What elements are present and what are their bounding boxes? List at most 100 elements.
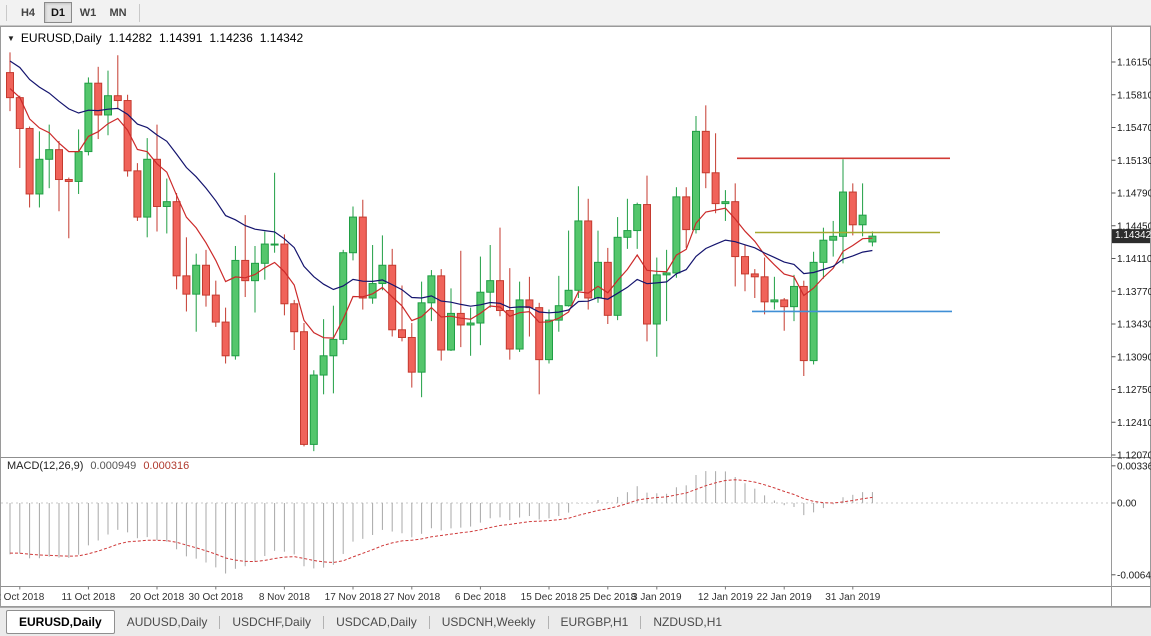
- chart-canvas[interactable]: 1.16150 1.15810 1.15470 1.15130 1.14790 1.144…: [0, 26, 1151, 607]
- candle-body: [35, 158, 44, 195]
- price-axis-label: 1.13430: [1117, 320, 1151, 331]
- candle-body: [398, 329, 406, 338]
- candle-body: [466, 322, 475, 326]
- candle-body: [6, 72, 14, 99]
- chart-tab-usdcad[interactable]: USDCAD,Daily: [336, 614, 417, 629]
- candle-body: [427, 275, 436, 304]
- chart-tab-usdcnh[interactable]: USDCNH,Weekly: [441, 614, 536, 629]
- toolbar-separator: [139, 3, 140, 22]
- candle-body: [505, 310, 514, 350]
- candle-body: [858, 214, 867, 226]
- macd-axis-label: 0.00: [1117, 499, 1137, 510]
- candle-body: [143, 158, 152, 218]
- date-axis-label: 25 Dec 2018: [579, 592, 636, 603]
- chart-tab-eurusd[interactable]: EURUSD,Daily: [6, 610, 115, 634]
- chart-menu-triangle-icon[interactable]: ▼: [7, 33, 15, 43]
- price-axis-label: 1.15470: [1117, 123, 1151, 134]
- ma-slow-line: [9, 60, 873, 314]
- candle-body: [770, 299, 779, 303]
- candle-body: [682, 196, 691, 231]
- timeframe-button-h4[interactable]: H4: [20, 6, 36, 19]
- candle-body: [584, 220, 593, 299]
- candle-body: [633, 204, 642, 232]
- chart-tab-usdchf[interactable]: USDCHF,Daily: [232, 614, 312, 629]
- candle-body: [613, 236, 622, 316]
- candle-body: [280, 243, 289, 305]
- candle-body: [211, 294, 220, 323]
- candle-body: [662, 272, 671, 276]
- candle-body: [652, 274, 661, 325]
- candle-body: [231, 259, 240, 357]
- candle-body: [692, 130, 700, 231]
- candle-body: [456, 312, 465, 326]
- candle-body: [182, 275, 191, 295]
- candle-body: [594, 261, 602, 299]
- candle-body: [760, 276, 769, 303]
- candle-body: [25, 127, 34, 195]
- chart-tab-audusd[interactable]: AUDUSD,Daily: [126, 614, 208, 629]
- candle-body: [407, 336, 416, 373]
- chart-high-value: 1.14391: [159, 31, 203, 45]
- candle-body: [868, 235, 877, 243]
- timeframe-button-w1[interactable]: W1: [79, 6, 97, 19]
- candle-body: [290, 303, 299, 333]
- candle-body: [202, 264, 210, 296]
- time-axis[interactable]: 2 Oct 2018 11 Oct 2018 20 Oct 2018 30 Oct 2…: [0, 586, 881, 604]
- macd-signal-value: 0.000316: [143, 460, 190, 472]
- candle-body: [848, 191, 857, 226]
- candle-body: [172, 201, 181, 277]
- candle-body: [711, 172, 720, 205]
- timeframe-button-mn[interactable]: MN: [109, 6, 127, 19]
- candle-body: [260, 243, 269, 264]
- date-axis-label: 30 Oct 2018: [189, 592, 244, 603]
- date-axis-label: 20 Oct 2018: [130, 592, 185, 603]
- candle-body: [574, 220, 583, 291]
- macd-axis[interactable]: 0.00336 0.00 -0.00649: [1111, 461, 1151, 581]
- candle-body: [329, 338, 338, 357]
- current-price-badge-bg: [1112, 229, 1150, 244]
- tab-separator: [640, 615, 642, 629]
- candle-body: [84, 82, 93, 153]
- candle-body: [623, 230, 632, 238]
- price-axis-label: 1.12070: [1117, 451, 1151, 462]
- price-axis-label: 1.13770: [1117, 287, 1151, 298]
- timeframe-button-d1[interactable]: D1: [44, 2, 72, 23]
- candle-body: [251, 262, 259, 282]
- candle-body: [349, 216, 357, 254]
- candle-body: [839, 191, 847, 237]
- candle-body: [731, 201, 740, 258]
- candle-body: [309, 374, 318, 445]
- candle-body: [64, 179, 73, 182]
- tab-separator: [547, 615, 549, 629]
- candle-body: [741, 256, 749, 275]
- macd-main-value: 0.000949: [90, 460, 137, 472]
- chart-tab-eurgbp[interactable]: EURGBP,H1: [560, 614, 629, 629]
- price-pane[interactable]: [6, 52, 953, 452]
- candle-body: [417, 302, 426, 373]
- tab-separator: [323, 615, 325, 629]
- chart-symbol-label: EURUSD,Daily: [20, 31, 102, 45]
- price-axis-label: 1.16150: [1117, 58, 1151, 69]
- candle-body: [133, 170, 142, 218]
- chart-close-value: 1.14342: [259, 31, 304, 45]
- tab-separator: [428, 615, 430, 629]
- price-axis[interactable]: 1.16150 1.15810 1.15470 1.15130 1.14790 1.144…: [1111, 58, 1151, 462]
- candle-body: [378, 264, 387, 285]
- chart-tab-nzdusd[interactable]: NZDUSD,H1: [653, 614, 723, 629]
- chart-low-value: 1.14236: [209, 31, 253, 45]
- candle-body: [721, 201, 730, 205]
- candle-body: [496, 280, 504, 312]
- macd-axis-label: 0.00336: [1117, 461, 1151, 472]
- date-axis-label: 6 Dec 2018: [455, 592, 507, 603]
- price-axis-label: 1.12410: [1117, 418, 1151, 429]
- candle-body: [486, 280, 495, 293]
- candle-body: [750, 273, 759, 278]
- candle-body: [74, 151, 83, 182]
- macd-label: MACD(12,26,9): [7, 460, 84, 472]
- candle-body: [829, 235, 838, 241]
- macd-pane[interactable]: [1, 471, 1111, 574]
- toolbar-grip[interactable]: [6, 4, 7, 21]
- date-axis-label: 3 Jan 2019: [632, 592, 682, 603]
- date-axis-label: 17 Nov 2018: [325, 592, 382, 603]
- date-axis-label: 22 Jan 2019: [757, 592, 812, 603]
